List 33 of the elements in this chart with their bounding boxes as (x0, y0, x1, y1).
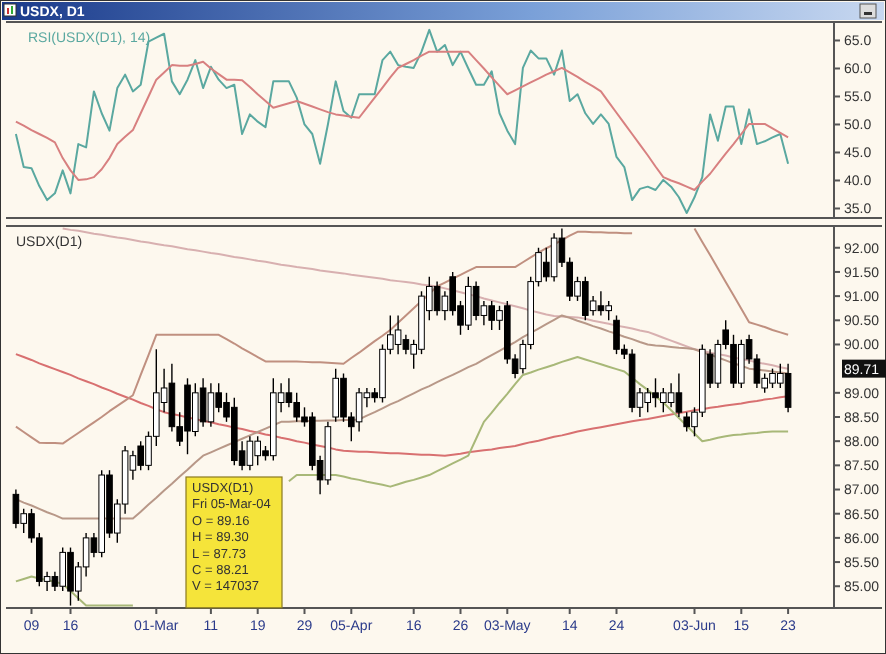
candlestick (184, 377, 191, 455)
candlestick (465, 276, 472, 331)
candlestick (199, 377, 207, 428)
candlestick (254, 435, 261, 467)
candlestick (340, 372, 347, 423)
line-series (14, 28, 790, 214)
candlestick (67, 546, 74, 607)
candlestick (644, 387, 651, 413)
candlestick (738, 338, 745, 389)
candlestick (784, 363, 792, 413)
candlestick (394, 314, 402, 355)
candlestick (582, 276, 589, 321)
candlestick (355, 387, 363, 433)
candlestick (488, 300, 495, 331)
candlestick (192, 382, 199, 438)
candlestick (246, 435, 254, 471)
candlestick (332, 367, 339, 423)
candlestick (613, 314, 620, 355)
candlestick (550, 232, 558, 283)
candlestick (207, 382, 215, 428)
candlestick (433, 280, 441, 317)
candlestick (472, 280, 480, 321)
candlestick (652, 377, 659, 409)
candlestick (660, 387, 667, 413)
candlestick (12, 488, 20, 529)
line-series (14, 50, 790, 191)
candlestick (769, 367, 776, 389)
candlestick (597, 290, 605, 317)
candlestick (59, 546, 66, 592)
candlestick (667, 382, 675, 409)
candlestick (605, 300, 612, 321)
line-series (14, 353, 790, 457)
candlestick (730, 334, 737, 389)
